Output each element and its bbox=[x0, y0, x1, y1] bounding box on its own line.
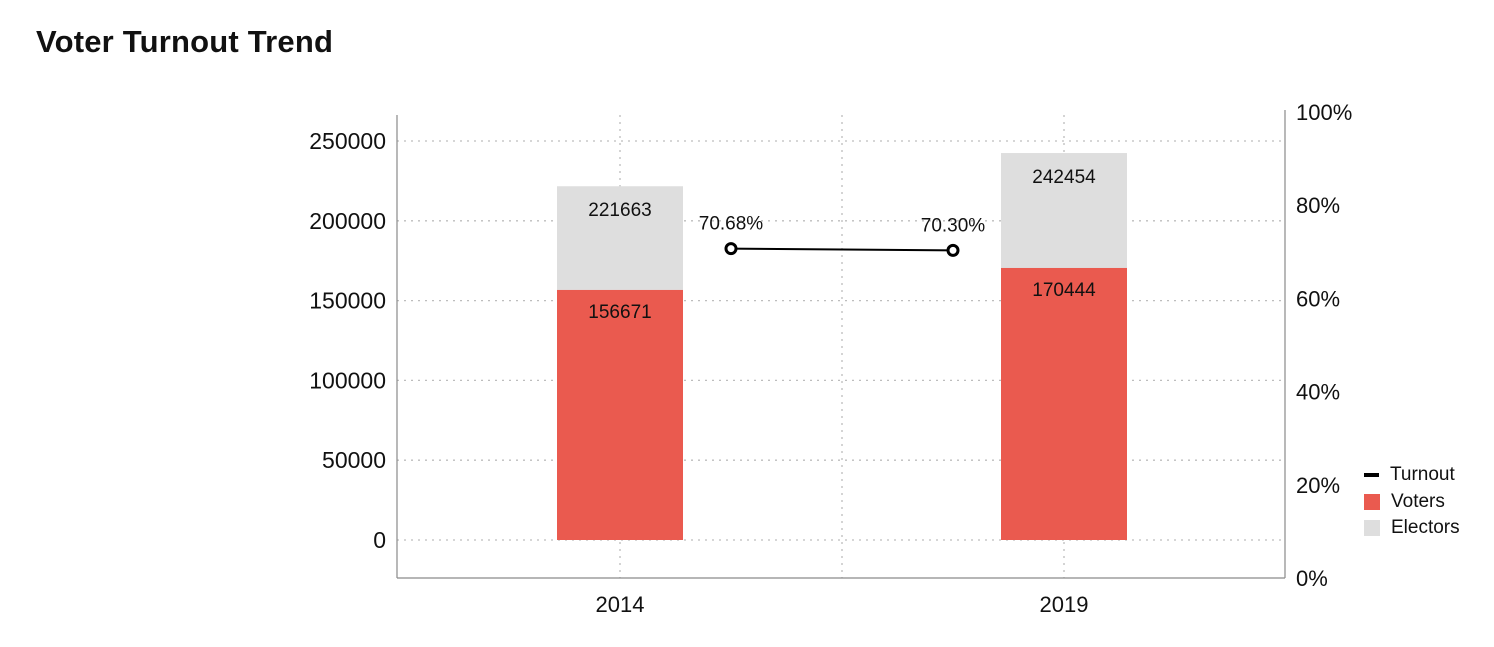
left-tick-label: 100000 bbox=[309, 367, 386, 393]
electors-bar bbox=[1001, 153, 1127, 268]
legend-label-turnout: Turnout bbox=[1390, 464, 1455, 485]
right-tick-label: 40% bbox=[1296, 380, 1340, 405]
axis-layer: 0 50000 100000 150000 200000 250000 0% 20% 40% 60… bbox=[309, 100, 1352, 617]
voters-value-label: 170444 bbox=[1032, 280, 1096, 301]
right-tick-label: 100% bbox=[1296, 100, 1352, 125]
turnout-value-label: 70.30% bbox=[921, 215, 986, 236]
turnout-point bbox=[946, 243, 960, 257]
electors-swatch bbox=[1364, 520, 1380, 537]
voters-value-label: 156671 bbox=[588, 302, 651, 323]
legend-label-voters: Voters bbox=[1391, 490, 1445, 512]
voters-swatch bbox=[1364, 493, 1380, 510]
x-tick-label: 2019 bbox=[1040, 592, 1089, 617]
chart-title: Voter Turnout Trend bbox=[36, 24, 334, 59]
left-tick-label: 250000 bbox=[309, 128, 386, 154]
right-tick-label: 0% bbox=[1296, 566, 1328, 591]
electors-value-label: 221663 bbox=[588, 200, 651, 221]
turnout-point bbox=[724, 242, 738, 256]
voters-bar bbox=[1001, 267, 1127, 540]
left-tick-label: 50000 bbox=[322, 447, 386, 473]
grid-layer bbox=[397, 115, 1285, 578]
left-tick-label: 0 bbox=[373, 527, 386, 553]
legend-item-voters[interactable]: Voters bbox=[1364, 489, 1460, 516]
electors-bar bbox=[557, 186, 683, 290]
left-tick-label: 200000 bbox=[309, 208, 386, 234]
voters-bar bbox=[557, 289, 683, 540]
right-tick-label: 80% bbox=[1296, 193, 1340, 218]
left-tick-label: 150000 bbox=[309, 288, 386, 314]
turnout-swatch bbox=[1364, 473, 1379, 478]
turnout-line bbox=[730, 247, 954, 252]
legend-item-electors[interactable]: Electors bbox=[1364, 515, 1460, 542]
electors-value-label: 242454 bbox=[1032, 167, 1096, 188]
turnout-value-label: 70.68% bbox=[699, 214, 764, 235]
legend-label-electors: Electors bbox=[1391, 517, 1460, 538]
label-layer: 221663 156671 242454 170444 70.68% 70.30% bbox=[588, 167, 1096, 323]
right-tick-label: 60% bbox=[1296, 286, 1340, 311]
x-tick-label: 2014 bbox=[596, 592, 645, 617]
line-layer bbox=[724, 242, 960, 257]
legend: Turnout Voters Electors bbox=[1364, 462, 1460, 542]
bar-layer bbox=[557, 153, 1127, 540]
legend-item-turnout[interactable]: Turnout bbox=[1364, 462, 1460, 489]
right-tick-label: 20% bbox=[1296, 473, 1340, 498]
